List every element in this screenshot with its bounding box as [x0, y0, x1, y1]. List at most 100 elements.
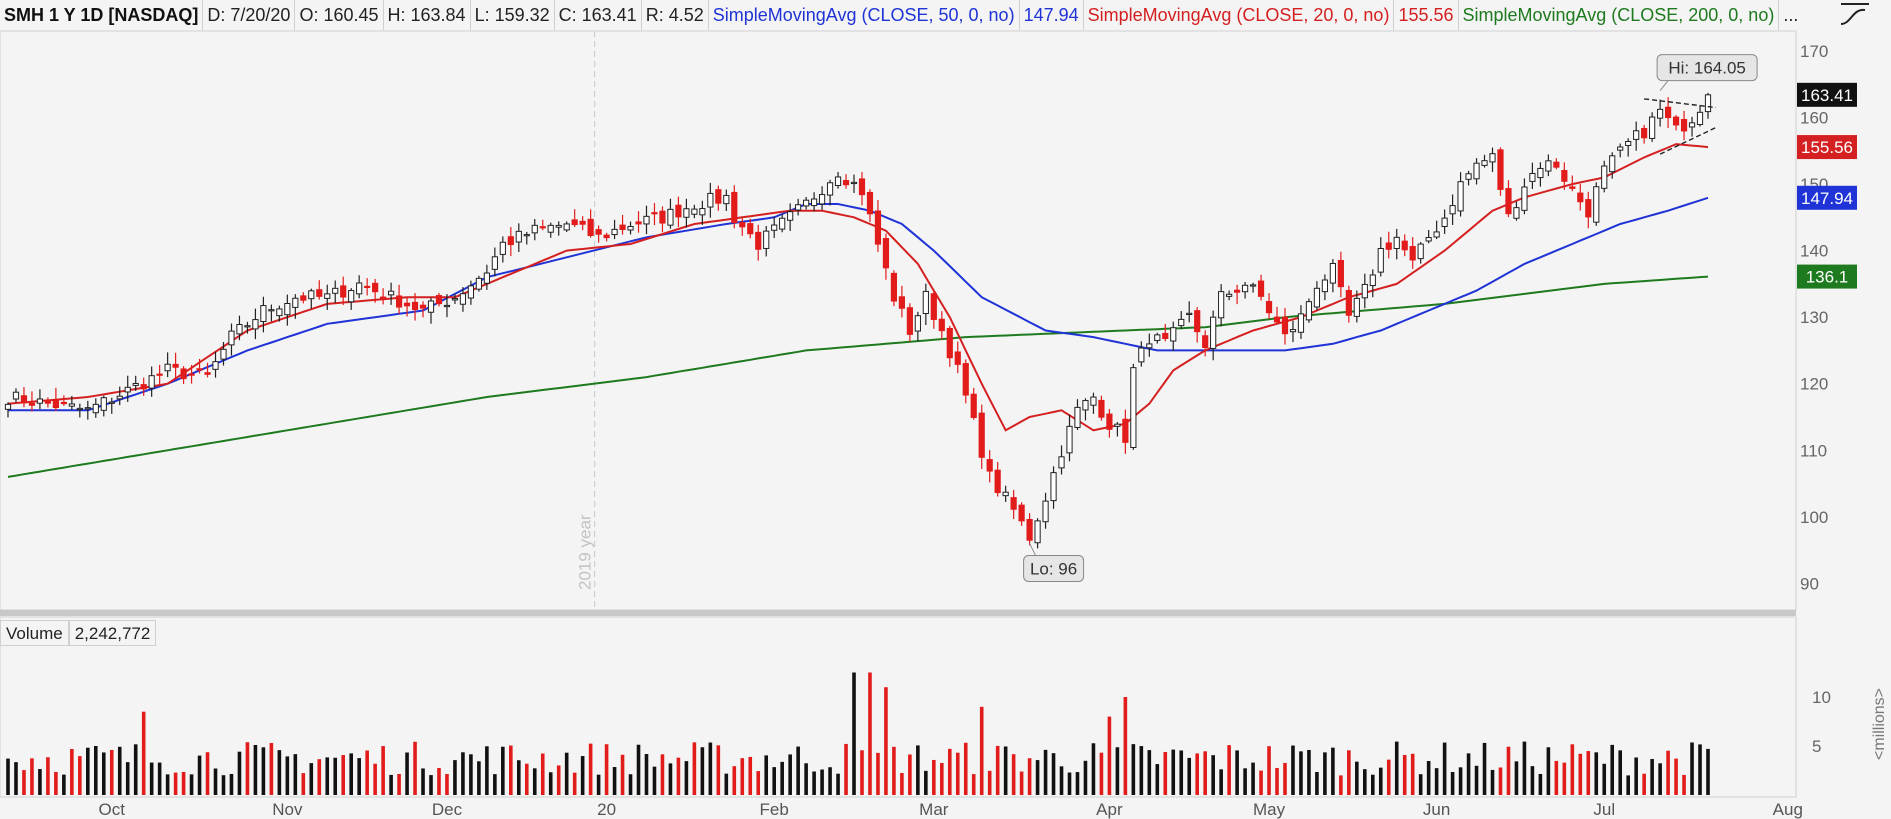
volume-bar [1347, 750, 1351, 795]
sma50-layer [8, 196, 1709, 412]
volume-bar [157, 762, 162, 795]
candle-body [1704, 94, 1712, 113]
volume-tick-label: 5 [1812, 737, 1821, 756]
legend-more[interactable]: ... [1779, 0, 1800, 30]
candle-body [1609, 155, 1616, 173]
volume-bar [1618, 750, 1623, 795]
candle-body [922, 290, 929, 314]
price-tick-label: 170 [1800, 42, 1828, 61]
candle [1361, 273, 1368, 309]
volume-bar [493, 774, 497, 795]
candle-body [970, 393, 977, 418]
candle [44, 397, 52, 408]
volume-bar [429, 775, 433, 795]
volume-bar [828, 767, 832, 795]
candle [930, 291, 937, 329]
drawing-tools-icon[interactable] [1837, 0, 1873, 28]
price-badge: 136.1 [1797, 264, 1857, 289]
volume-bar [692, 742, 697, 795]
candle [395, 284, 403, 315]
volume-bar [732, 766, 737, 795]
volume-bar [1051, 753, 1056, 795]
volume-bar [1043, 749, 1048, 795]
volume-bar [588, 743, 593, 795]
volume-bar [1107, 716, 1112, 795]
candle-body [292, 297, 299, 308]
volume-bar [788, 754, 792, 795]
volume-bar [485, 746, 489, 795]
candle [826, 179, 834, 206]
candle-body [284, 302, 291, 316]
candle-body [1465, 173, 1472, 180]
candle-body [483, 272, 490, 284]
sma50-legend-label[interactable]: SimpleMovingAvg (CLOSE, 50, 0, no) [709, 0, 1020, 30]
candle [1082, 398, 1089, 421]
candle [300, 292, 307, 304]
candle [1625, 138, 1632, 157]
volume-bar [1219, 769, 1223, 795]
volume-bar [812, 771, 816, 795]
volume-bar [1554, 760, 1559, 795]
candle-body [555, 224, 562, 228]
candle [1329, 259, 1336, 293]
candle [1537, 162, 1544, 187]
candle-body [1154, 334, 1161, 341]
candle-body [92, 403, 99, 414]
candle [1234, 284, 1241, 305]
candle-body [1617, 146, 1624, 151]
volume-bar [1011, 754, 1016, 795]
candle-body [1425, 237, 1432, 242]
candle-body [1034, 520, 1041, 544]
candle-body [539, 226, 546, 229]
price-badge: 155.56 [1797, 135, 1857, 160]
candle-body [148, 375, 155, 389]
volume-bar [309, 763, 314, 795]
candle [898, 285, 905, 318]
volume-bar [1099, 752, 1104, 795]
volume-bar [381, 746, 385, 795]
volume-bar [995, 745, 1000, 795]
candle-body [36, 398, 44, 404]
candle [587, 209, 594, 238]
volume-bar [149, 762, 154, 795]
candle-body [1513, 207, 1520, 219]
candle [1130, 363, 1137, 450]
candle-body [411, 301, 419, 310]
candle-body [1249, 284, 1257, 287]
candle [132, 375, 139, 391]
candle-body [571, 219, 578, 226]
candle-body [356, 282, 363, 295]
candles-layer [4, 92, 1712, 549]
volume-bar [301, 773, 306, 795]
candle-body [1106, 413, 1113, 430]
candle [970, 387, 977, 420]
volume-bar [437, 767, 441, 795]
sma20-legend-label[interactable]: SimpleMovingAvg (CLOSE, 20, 0, no) [1084, 0, 1395, 30]
volume-bar [22, 770, 26, 795]
candle-body [1058, 456, 1065, 469]
candle-body [4, 403, 12, 410]
candle-body [1585, 199, 1592, 218]
candle [1561, 162, 1568, 190]
candle [938, 311, 945, 340]
volume-bar [940, 762, 944, 795]
candle-body [787, 211, 794, 221]
sma200-legend-label[interactable]: SimpleMovingAvg (CLOSE, 200, 0, no) [1459, 0, 1780, 30]
x-tick-label: Jun [1423, 800, 1450, 819]
candle [571, 209, 578, 228]
candle-body [60, 401, 67, 405]
candle [220, 341, 227, 366]
candle-body [1553, 161, 1560, 168]
candle-body [1417, 243, 1424, 260]
candle-body [1122, 418, 1129, 443]
candle-body [1042, 500, 1049, 523]
volume-bar [1227, 745, 1231, 795]
candle [380, 288, 387, 305]
candle [667, 198, 674, 229]
candle [1680, 110, 1688, 141]
candle-body [491, 256, 498, 270]
candle [1529, 162, 1536, 189]
volume-bar [1235, 750, 1239, 795]
symbol-label[interactable]: SMH 1 Y 1D [NASDAQ] [0, 0, 204, 30]
candle [1433, 220, 1440, 240]
